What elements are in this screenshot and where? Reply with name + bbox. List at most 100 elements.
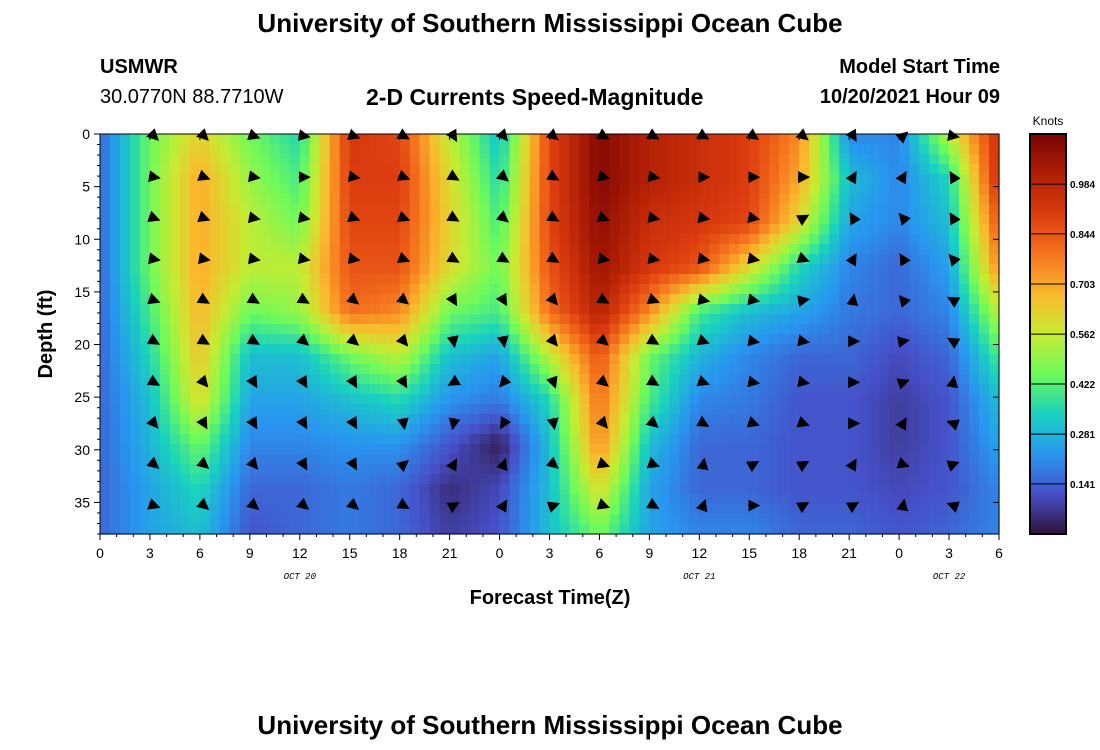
heatmap-cell (589, 384, 601, 395)
heatmap-cell (959, 144, 970, 155)
heatmap-cell (399, 164, 411, 175)
heatmap-cell (509, 324, 521, 335)
heatmap-cell (949, 224, 960, 235)
heatmap-cell (289, 484, 301, 495)
heatmap-cell (719, 274, 730, 285)
heatmap-cell (269, 274, 281, 285)
heatmap-cell (789, 224, 800, 235)
heatmap-cell (549, 434, 561, 445)
heatmap-cell (589, 244, 601, 255)
heatmap-cell (189, 504, 201, 515)
current-vector-arrow (446, 210, 460, 222)
heatmap-cell (869, 474, 880, 485)
heatmap-cell (959, 134, 970, 145)
heatmap-cell (559, 424, 571, 435)
heatmap-cell (639, 184, 650, 195)
heatmap-cell (909, 334, 920, 345)
heatmap-cell (669, 164, 680, 175)
heatmap-cell (319, 164, 331, 175)
heatmap-cell (479, 474, 491, 485)
heatmap-cell (609, 304, 621, 315)
heatmap-cell (149, 304, 161, 315)
heatmap-cell (909, 284, 920, 295)
heatmap-cell (819, 254, 830, 265)
heatmap-cell (489, 364, 501, 375)
x-tick-label: 0 (496, 545, 504, 561)
heatmap-cell (469, 134, 481, 145)
heatmap-cell (469, 414, 481, 425)
heatmap-cell (919, 394, 930, 405)
heatmap-cell (979, 284, 990, 295)
heatmap-cell (489, 164, 501, 175)
heatmap-cell (789, 244, 800, 255)
station-name: USMWR (100, 56, 178, 78)
heatmap-cell (909, 374, 920, 385)
heatmap-cell (329, 474, 341, 485)
heatmap-cell (209, 224, 221, 235)
heatmap-cell (559, 164, 571, 175)
heatmap-cell (879, 384, 890, 395)
heatmap-cell (669, 304, 680, 315)
heatmap-cell (809, 184, 820, 195)
heatmap-cell (659, 154, 670, 165)
heatmap-cell (149, 434, 161, 445)
heatmap-cell (729, 504, 740, 515)
heatmap-cell (579, 234, 591, 245)
heatmap-cell (359, 184, 371, 195)
heatmap-cell (389, 284, 401, 295)
heatmap-cell (669, 424, 680, 435)
heatmap-cell (779, 184, 790, 195)
heatmap-cell (679, 344, 690, 355)
heatmap-cell (579, 144, 591, 155)
heatmap-cell (449, 394, 461, 405)
heatmap-cell (559, 314, 571, 325)
heatmap-cell (289, 314, 301, 325)
heatmap-cell (969, 384, 980, 395)
heatmap-cell (539, 314, 551, 325)
heatmap-cell (829, 234, 840, 245)
heatmap-cell (889, 504, 900, 515)
heatmap-cell (119, 474, 131, 485)
heatmap-cell (749, 474, 760, 485)
heatmap-cell (519, 364, 531, 375)
heatmap-cell (159, 324, 171, 335)
heatmap-cell (489, 254, 501, 265)
heatmap-cell (519, 234, 531, 245)
heatmap-cell (869, 264, 880, 275)
heatmap-cell (629, 444, 640, 455)
heatmap-cell (889, 144, 900, 155)
heatmap-cell (759, 324, 770, 335)
heatmap-cell (669, 444, 680, 455)
heatmap-cell (100, 214, 111, 225)
current-vector-arrow (296, 416, 308, 430)
heatmap-cell (369, 304, 381, 315)
current-vector-arrow (647, 252, 661, 265)
heatmap-cell (339, 274, 351, 285)
heatmap-cell (519, 264, 531, 275)
heatmap-cell (339, 224, 351, 235)
heatmap-cell (489, 324, 501, 335)
heatmap-cell (709, 274, 720, 285)
heatmap-cell (119, 164, 131, 175)
heatmap-cell (869, 334, 880, 345)
heatmap-cell (419, 434, 431, 445)
heatmap-cell (899, 164, 910, 175)
heatmap-cell (100, 424, 111, 435)
heatmap-cell (569, 474, 581, 485)
heatmap-cell (499, 524, 511, 535)
heatmap-cell (509, 274, 521, 285)
heatmap-cell (149, 144, 161, 155)
heatmap-cell (359, 154, 371, 165)
heatmap-cell (189, 424, 201, 435)
heatmap-cell (839, 144, 850, 155)
heatmap-cell (569, 384, 581, 395)
heatmap-cell (139, 174, 151, 185)
heatmap-cell (489, 304, 501, 315)
heatmap-cell (439, 284, 451, 295)
heatmap-cell (339, 134, 351, 145)
current-vector-arrow (495, 499, 508, 513)
heatmap-cell (359, 264, 371, 275)
heatmap-cell (809, 344, 820, 355)
heatmap-cell (309, 424, 321, 435)
heatmap-cell (159, 184, 171, 195)
